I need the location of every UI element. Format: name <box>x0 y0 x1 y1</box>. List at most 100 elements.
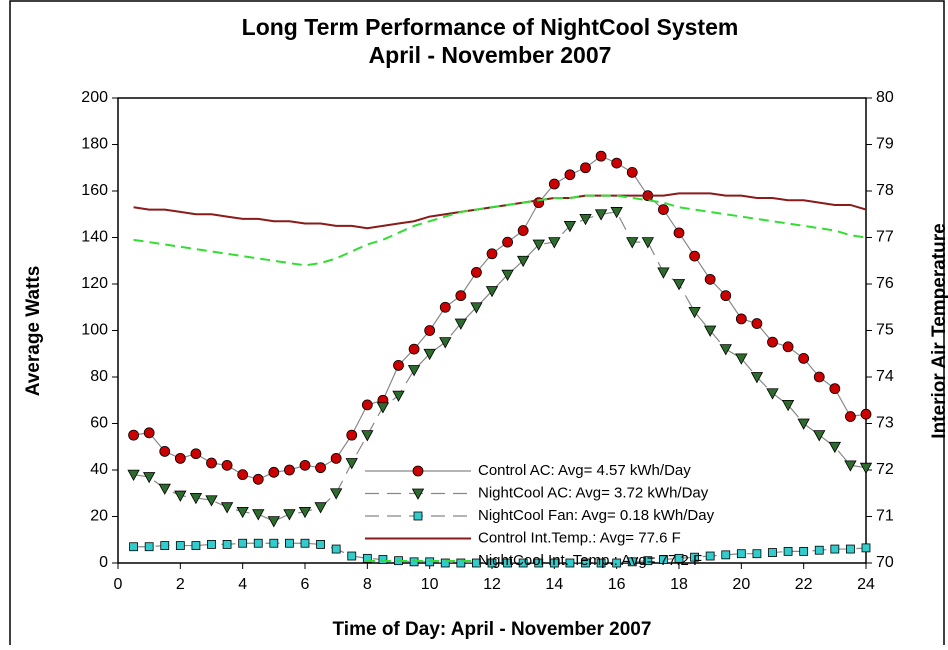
marker <box>798 352 810 364</box>
marker <box>221 459 233 471</box>
marker <box>735 353 748 365</box>
marker <box>626 237 639 249</box>
marker <box>750 372 764 384</box>
marker <box>565 558 575 568</box>
marker <box>440 558 450 568</box>
marker <box>424 325 436 336</box>
marker <box>393 359 404 371</box>
y2-tick-label: 80 <box>876 89 894 106</box>
chart-title: Long Term Performance of NightCool Syste… <box>242 14 739 40</box>
x-tick-label: 4 <box>238 576 247 593</box>
y-tick-label: 180 <box>81 136 108 153</box>
marker <box>517 225 529 236</box>
marker <box>518 558 528 568</box>
marker <box>190 448 202 460</box>
marker <box>813 430 826 442</box>
marker <box>705 551 715 561</box>
marker <box>704 273 716 285</box>
marker <box>534 558 544 568</box>
series-line <box>133 211 866 522</box>
marker <box>392 390 405 402</box>
marker <box>160 541 170 550</box>
legend-label: NightCool AC: Avg= 3.72 kWh/Day <box>478 484 709 501</box>
y-tick-label: 100 <box>81 322 108 339</box>
marker <box>376 402 390 414</box>
marker <box>407 365 421 377</box>
marker <box>783 546 793 556</box>
y-tick-label: 160 <box>81 182 108 199</box>
y2-tick-label: 73 <box>876 415 894 432</box>
legend-marker <box>413 511 423 521</box>
marker <box>595 150 607 162</box>
legend-label: NightCool Int. Temp.: Avg= 77.2 F <box>478 552 702 569</box>
marker <box>300 538 310 548</box>
marker <box>284 464 295 476</box>
marker <box>767 336 778 348</box>
marker <box>549 558 559 568</box>
marker <box>768 548 777 557</box>
marker <box>158 483 171 495</box>
marker <box>298 506 312 519</box>
marker <box>314 502 327 514</box>
marker <box>439 301 451 313</box>
marker <box>207 540 216 549</box>
marker <box>580 162 591 174</box>
marker <box>611 157 623 169</box>
marker <box>721 550 731 560</box>
y2-tick-label: 77 <box>876 229 894 246</box>
marker <box>315 462 326 474</box>
marker <box>845 411 856 422</box>
marker <box>752 549 762 559</box>
marker <box>144 542 154 552</box>
marker <box>174 452 186 464</box>
marker <box>612 558 622 568</box>
legend-label: Control AC: Avg= 4.57 kWh/Day <box>478 462 691 479</box>
legend-label: NightCool Fan: Avg= 0.18 kWh/Day <box>478 507 715 524</box>
marker <box>485 286 499 298</box>
marker <box>362 553 372 563</box>
y-tick-label: 20 <box>90 508 108 525</box>
y2-tick-label: 78 <box>876 182 894 199</box>
marker <box>766 388 779 400</box>
marker <box>345 458 358 470</box>
marker <box>159 445 171 457</box>
marker <box>844 460 857 472</box>
x-tick-label: 16 <box>608 576 626 593</box>
marker <box>719 344 732 356</box>
marker <box>252 509 265 521</box>
marker <box>594 209 608 221</box>
marker <box>516 255 530 268</box>
marker <box>658 204 669 216</box>
marker <box>471 266 482 278</box>
legend-item: Control Int.Temp.: Avg= 77.6 F <box>365 529 681 546</box>
marker <box>142 472 156 484</box>
x-tick-label: 10 <box>421 576 439 593</box>
marker <box>501 269 514 282</box>
marker <box>205 495 218 507</box>
marker <box>174 490 187 502</box>
marker <box>128 429 139 441</box>
marker <box>253 538 263 548</box>
marker <box>674 553 684 563</box>
marker <box>237 469 249 481</box>
marker <box>797 418 810 430</box>
marker <box>206 457 217 469</box>
marker <box>439 337 452 349</box>
y-tick-label: 140 <box>81 229 108 246</box>
marker <box>579 214 592 226</box>
marker <box>129 542 138 552</box>
marker <box>673 227 685 239</box>
marker <box>657 267 670 279</box>
legend-label: Control Int.Temp.: Avg= 77.6 F <box>478 529 681 546</box>
x-tick-label: 0 <box>114 576 123 593</box>
y2-axis-title: Interior Air Temperature <box>929 223 948 438</box>
y2-tick-label: 72 <box>876 461 894 478</box>
marker <box>267 516 281 528</box>
marker <box>703 325 717 337</box>
y2-tick-label: 75 <box>876 322 894 339</box>
marker <box>502 236 513 248</box>
marker <box>861 543 871 553</box>
marker <box>846 544 855 554</box>
y2-tick-label: 74 <box>876 368 894 385</box>
marker <box>236 506 249 519</box>
